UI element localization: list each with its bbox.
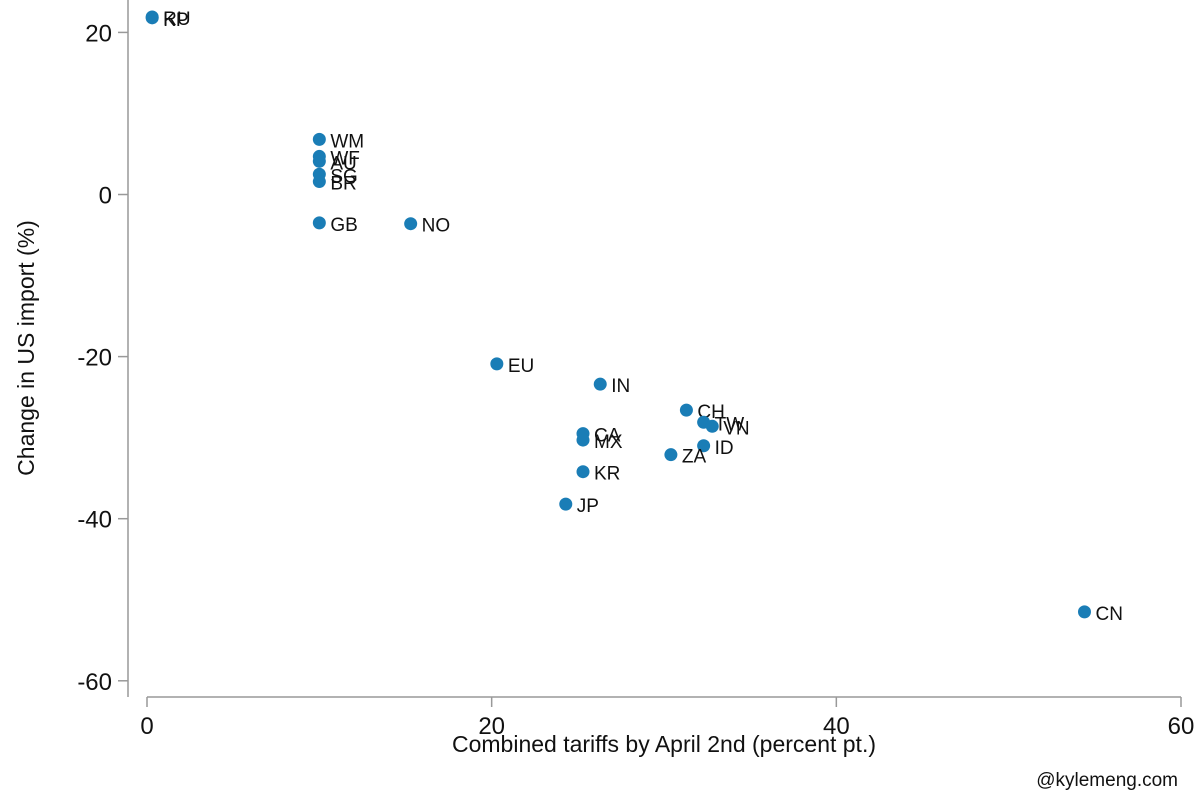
point (312, 175, 326, 189)
y-tick-label: 0 (99, 183, 112, 210)
point (593, 377, 607, 391)
point (559, 497, 573, 511)
point-label: IN (611, 376, 630, 397)
point-label: TW (715, 414, 745, 435)
point-label: MX (594, 432, 623, 453)
point (697, 439, 711, 453)
point-label: KP (163, 10, 188, 31)
x-tick-label: 40 (823, 713, 850, 740)
point-label: NO (422, 216, 451, 237)
x-axis-label: Combined tariffs by April 2nd (percent p… (452, 731, 876, 757)
point (312, 216, 326, 230)
point-label: WF (330, 148, 360, 169)
point-label: AU (330, 153, 356, 174)
point (312, 154, 326, 168)
point-label: JP (577, 496, 599, 517)
point-label: EU (508, 356, 534, 377)
x-tick-label: 20 (478, 713, 505, 740)
point-label: WM (330, 131, 364, 152)
point-label: CA (594, 426, 621, 447)
point (312, 132, 326, 146)
point (1077, 605, 1091, 619)
point-label: VN (723, 418, 749, 439)
y-tick-label: -60 (77, 669, 112, 696)
point (576, 465, 590, 479)
x-tick-label: 60 (1168, 713, 1195, 740)
point-label: SG (330, 166, 357, 187)
point (404, 217, 418, 231)
credit: @kylemeng.com (1036, 770, 1178, 791)
point-label: RU (163, 9, 190, 30)
point (145, 11, 159, 25)
point-label: KR (594, 464, 620, 485)
x-tick-label: 0 (140, 713, 153, 740)
point-label: GB (330, 215, 357, 236)
y-tick-label: -20 (77, 345, 112, 372)
point (705, 419, 719, 433)
y-axis-label: Change in US import (%) (13, 220, 39, 476)
point-label: ID (715, 438, 734, 459)
point (664, 448, 678, 462)
point (576, 433, 590, 447)
point-label: ZA (682, 447, 707, 468)
y-tick-label: -40 (77, 507, 112, 534)
point (490, 357, 504, 371)
point-label: BR (330, 174, 356, 195)
point (679, 403, 693, 417)
y-tick-label: 20 (85, 20, 112, 47)
point-label: CN (1095, 604, 1122, 625)
